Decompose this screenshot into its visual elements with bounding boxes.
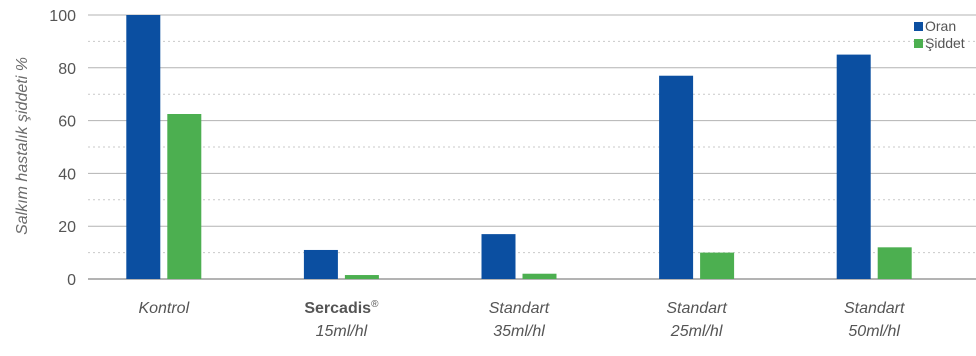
x-tick-label: Standart <box>844 300 905 317</box>
y-axis-title: Salkım hastalık şiddeti % <box>14 57 31 235</box>
x-tick-label: Kontrol <box>138 300 189 317</box>
legend-swatch <box>914 39 923 48</box>
x-tick-label: Standart <box>666 300 727 317</box>
y-tick-label: 60 <box>58 114 76 131</box>
y-tick-label: 80 <box>58 61 76 78</box>
x-tick-sublabel: 15ml/hl <box>316 323 368 340</box>
bar-iddet-4 <box>877 247 912 279</box>
bar-iddet-1 <box>344 275 379 279</box>
bar-oran-0 <box>126 15 161 279</box>
y-tick-label: 40 <box>58 166 76 183</box>
x-tick-label: Standart <box>489 300 550 317</box>
bar-iddet-3 <box>700 252 735 279</box>
bar-oran-2 <box>481 234 516 279</box>
legend-swatch <box>914 22 923 31</box>
x-axis: Kontrol Sercadis® 15ml/hl Standart 35ml/hl St… <box>138 299 905 340</box>
bar-oran-3 <box>659 75 694 279</box>
x-tick-sublabel: 25ml/hl <box>670 323 723 340</box>
bar-oran-4 <box>836 54 871 279</box>
y-tick-label: 0 <box>67 272 76 289</box>
bar-oran-1 <box>303 249 338 279</box>
bar-iddet-0 <box>167 114 202 279</box>
registered-mark: ® <box>371 299 379 310</box>
x-tick-sublabel: 35ml/hl <box>493 323 545 340</box>
legend-label: Şiddet <box>925 35 965 51</box>
y-axis: 0 20 40 60 80 100 <box>49 8 76 289</box>
legend-label: Oran <box>925 18 956 34</box>
y-tick-label: 100 <box>49 8 76 25</box>
y-tick-label: 20 <box>58 219 76 236</box>
x-tick-label: Sercadis® <box>304 299 379 317</box>
x-tick-sublabel: 50ml/hl <box>848 323 900 340</box>
bar-iddet-2 <box>522 273 557 279</box>
bars <box>126 15 912 279</box>
